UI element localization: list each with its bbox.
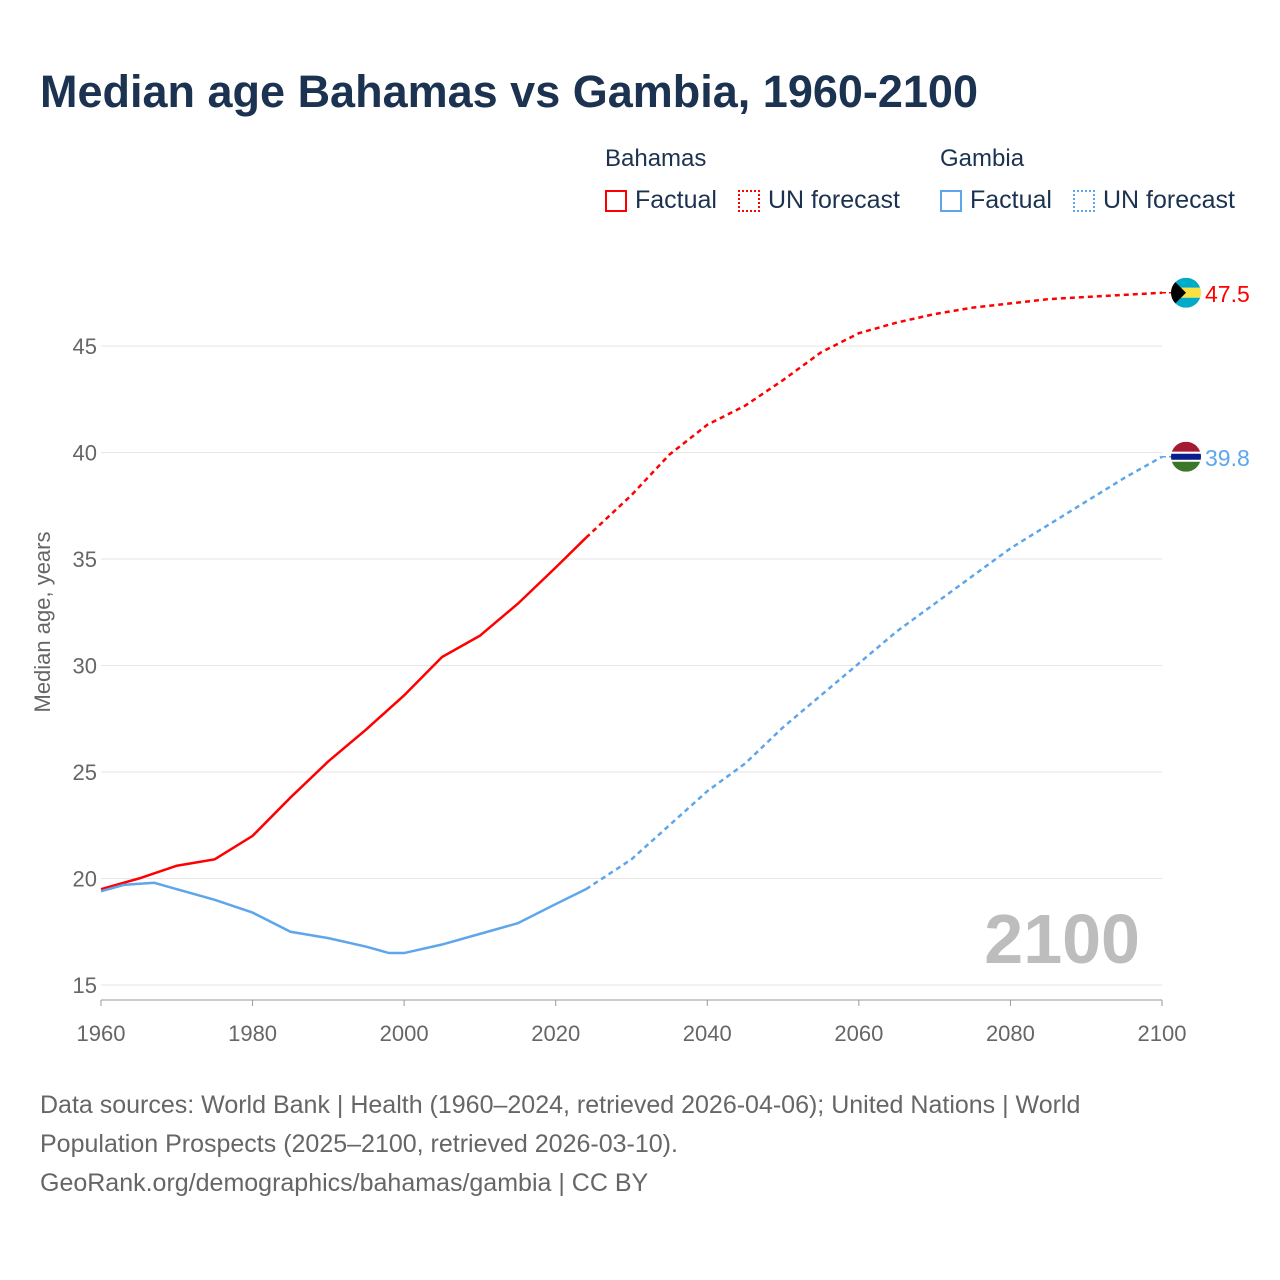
bahamas-flag-icon <box>1171 277 1201 308</box>
legend-gambia-factual[interactable]: Factual <box>940 186 1052 215</box>
legend-bahamas-forecast[interactable]: UN forecast <box>738 186 900 215</box>
gambia-flag-icon <box>1171 441 1201 472</box>
legend-group-gambia: Gambia <box>940 145 1025 172</box>
end-value-label-bahamas: 47.5 <box>1205 281 1250 307</box>
y-axis-label: Median age, years <box>30 532 55 713</box>
x-tick-label: 1960 <box>77 1021 126 1046</box>
legend-label: UN forecast <box>768 186 900 214</box>
footer-link[interactable]: GeoRank.org/demographics/bahamas/gambia … <box>40 1169 649 1197</box>
y-tick-label: 15 <box>73 973 97 998</box>
line-gambia-forecast <box>585 455 1163 891</box>
x-tick-label: 1980 <box>228 1021 277 1046</box>
x-tick-label: 2100 <box>1138 1021 1187 1046</box>
legend-swatch <box>1073 189 1095 212</box>
x-tick-label: 2040 <box>683 1021 732 1046</box>
legend-swatch <box>605 189 627 212</box>
x-tick-label: 2000 <box>380 1021 429 1046</box>
y-tick-label: 30 <box>73 654 97 679</box>
x-tick-label: 2020 <box>531 1021 580 1046</box>
footer-sources-cont: Population Prospects (2025–2100, retriev… <box>40 1130 678 1158</box>
chart-title: Median age Bahamas vs Gambia, 1960-2100 <box>40 66 978 117</box>
x-tick-label: 2080 <box>986 1021 1035 1046</box>
line-bahamas-factual <box>100 536 587 891</box>
legend-gambia-forecast[interactable]: UN forecast <box>1073 186 1235 215</box>
line-gambia-factual <box>100 881 587 955</box>
legend-bahamas-factual[interactable]: Factual <box>605 186 717 215</box>
y-tick-label: 45 <box>73 334 97 359</box>
legend-swatch <box>940 189 962 212</box>
legend-label: Factual <box>635 186 717 214</box>
y-tick-label: 20 <box>73 867 97 892</box>
line-bahamas-forecast <box>585 291 1163 539</box>
end-value-label-gambia: 39.8 <box>1205 445 1250 471</box>
footer-sources: Data sources: World Bank | Health (1960–… <box>40 1091 1081 1119</box>
x-tick-label: 2060 <box>834 1021 883 1046</box>
legend-label: Factual <box>970 186 1052 214</box>
footer: Data sources: World Bank | Health (1960–… <box>40 1086 1220 1203</box>
y-tick-label: 35 <box>73 547 97 572</box>
legend-group-bahamas: Bahamas <box>605 145 707 172</box>
y-tick-label: 25 <box>73 760 97 785</box>
year-watermark: 2100 <box>984 900 1140 978</box>
y-tick-label: 40 <box>73 441 97 466</box>
legend-swatch <box>738 189 760 212</box>
legend-label: UN forecast <box>1103 186 1235 214</box>
